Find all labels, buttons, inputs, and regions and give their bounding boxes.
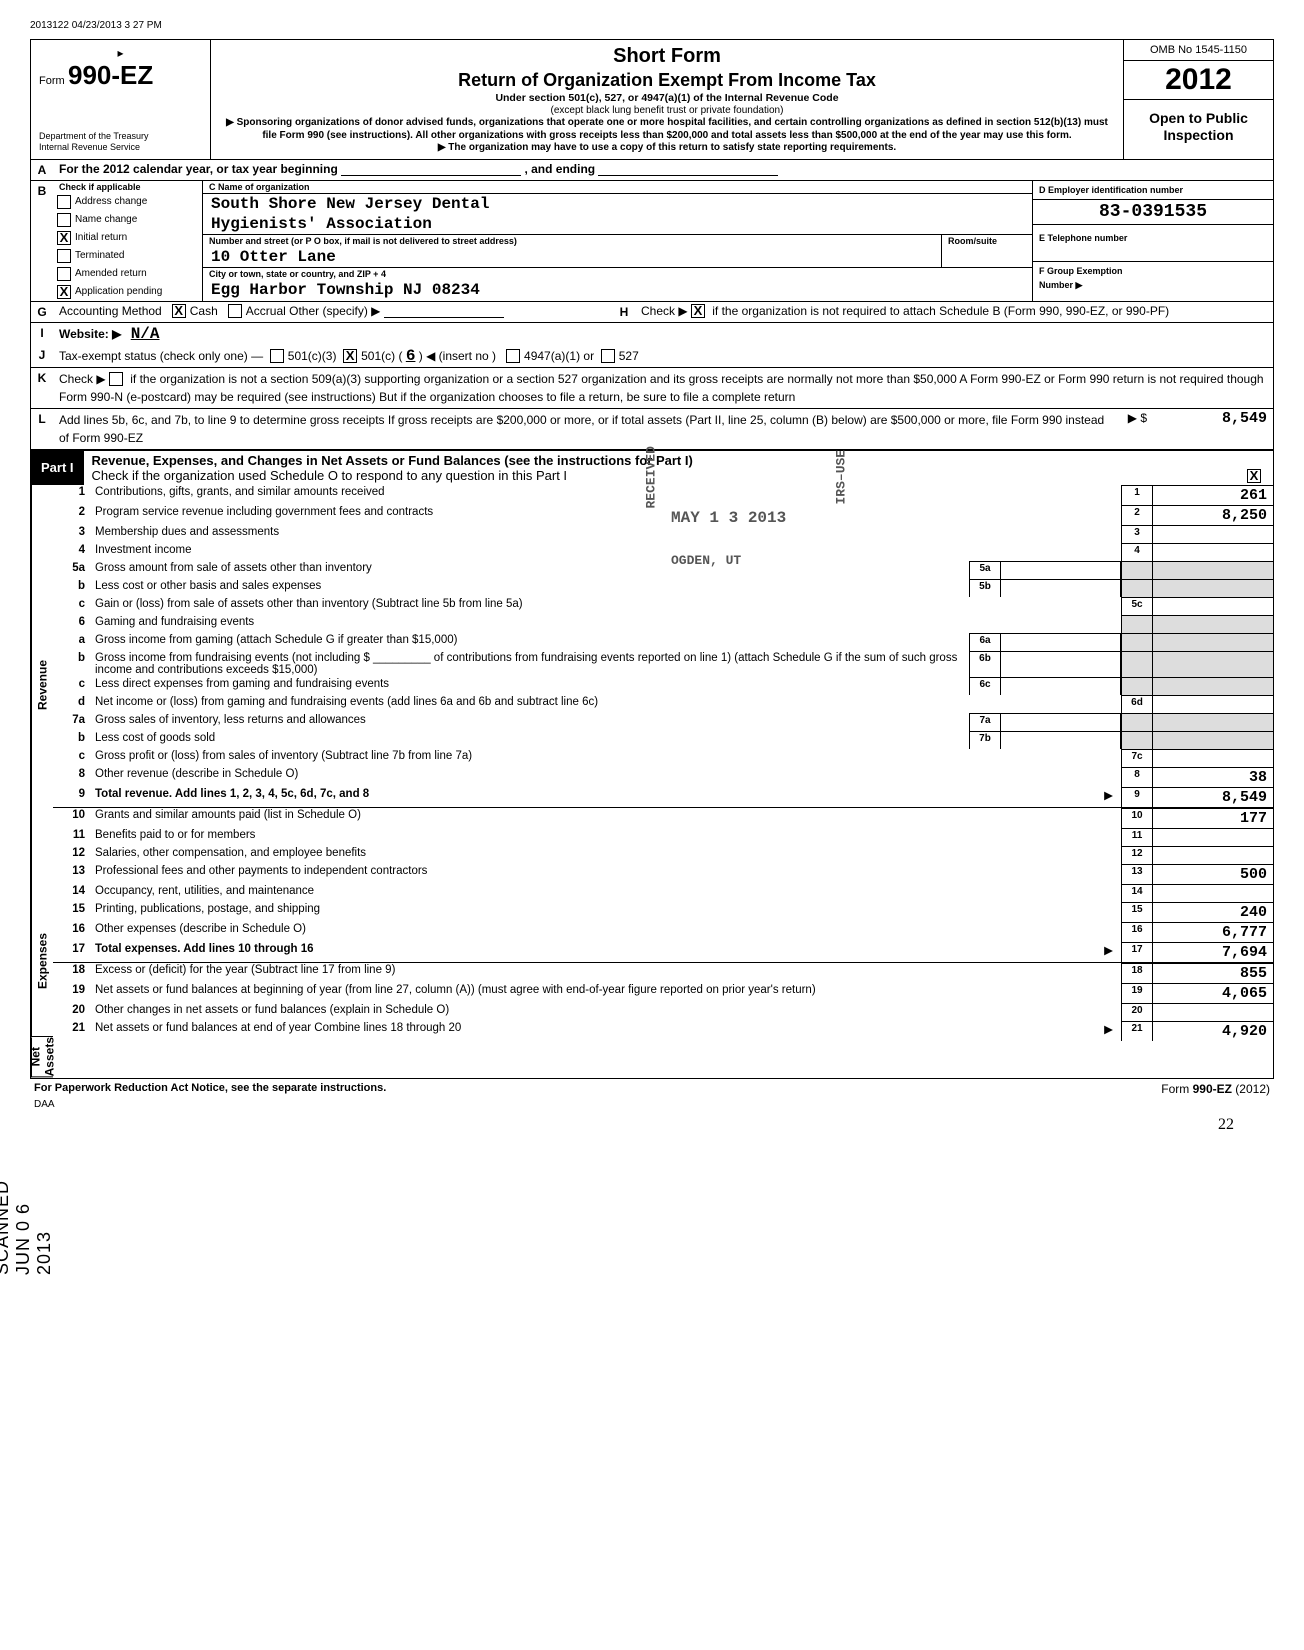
org-name-2: Hygienists' Association (203, 214, 1032, 235)
under-section: Under section 501(c), 527, or 4947(a)(1)… (221, 92, 1113, 105)
line-7a: 7aGross sales of inventory, less returns… (53, 713, 1273, 731)
form-number: 990-EZ (68, 60, 153, 90)
row-A: For the 2012 calendar year, or tax year … (53, 160, 1273, 180)
line-6c: cLess direct expenses from gaming and fu… (53, 677, 1273, 695)
line-15: 15Printing, publications, postage, and s… (53, 902, 1273, 922)
L-gross-receipts: 8,549 (1153, 409, 1273, 449)
line-6a: aGross income from gaming (attach Schedu… (53, 633, 1273, 651)
website: Website: ▶ N/A (53, 323, 1273, 345)
line-14: 14Occupancy, rent, utilities, and mainte… (53, 884, 1273, 902)
line-17: 17Total expenses. Add lines 10 through 1… (53, 942, 1273, 963)
check-initial-return[interactable]: XInitial return (53, 229, 202, 247)
line-21: 21Net assets or fund balances at end of … (53, 1021, 1273, 1041)
row-K: Check ▶ if the organization is not a sec… (53, 368, 1273, 408)
line-3: 3Membership dues and assessments3 (53, 525, 1273, 543)
check-501c3[interactable] (270, 349, 284, 363)
part-1-body: Revenue Expenses Net Assets 1Contributio… (31, 485, 1273, 1077)
line-1: 1Contributions, gifts, grants, and simil… (53, 485, 1273, 505)
open-public: Open to Public Inspection (1124, 100, 1273, 154)
scanned-stamp: SCANNED JUN 0 6 2013 (0, 1180, 55, 1275)
ein-value: 83-0391535 (1033, 200, 1273, 225)
line-11: 11Benefits paid to or for members11 (53, 828, 1273, 846)
row-L: Add lines 5b, 6c, and 7b, to line 9 to d… (53, 409, 1113, 449)
dept-treasury: Department of the Treasury (39, 131, 202, 142)
check-501c[interactable]: X (343, 349, 357, 363)
row-A-letter: A (31, 160, 53, 180)
tax-year: 2012 (1124, 61, 1273, 100)
paperwork-notice: For Paperwork Reduction Act Notice, see … (34, 1082, 386, 1096)
form-990ez: ▸ Form 990-EZ Department of the Treasury… (30, 39, 1274, 1079)
line-9: 9Total revenue. Add lines 1, 2, 3, 4, 5c… (53, 787, 1273, 808)
group-exemption-label: F Group Exemption (1033, 262, 1273, 280)
org-name-label: C Name of organization (203, 181, 1032, 194)
check-terminated[interactable]: Terminated (53, 247, 202, 265)
line-2: 2Program service revenue including gover… (53, 505, 1273, 525)
line-8: 8Other revenue (describe in Schedule O)8… (53, 767, 1273, 787)
line-5c: cGain or (loss) from sale of assets othe… (53, 597, 1273, 615)
line-16: 16Other expenses (describe in Schedule O… (53, 922, 1273, 942)
form-header: ▸ Form 990-EZ Department of the Treasury… (31, 40, 1273, 160)
short-form-title: Short Form (221, 44, 1113, 69)
tax-exempt-status: Tax-exempt status (check only one) — 501… (53, 345, 1273, 367)
form-label: Form (39, 75, 65, 87)
daa: DAA (30, 1099, 1274, 1110)
addr-label: Number and street (or P O box, if mail i… (203, 235, 941, 247)
phone-label: E Telephone number (1033, 225, 1273, 262)
check-cash[interactable]: X (172, 304, 186, 318)
omb-number: OMB No 1545-1150 (1124, 40, 1273, 61)
line-13: 13Professional fees and other payments t… (53, 864, 1273, 884)
line-10: 10Grants and similar amounts paid (list … (53, 808, 1273, 828)
check-address-change[interactable]: Address change (53, 193, 202, 211)
line-7c: cGross profit or (loss) from sales of in… (53, 749, 1273, 767)
footer: For Paperwork Reduction Act Notice, see … (30, 1079, 1274, 1099)
line-18: 18Excess or (deficit) for the year (Subt… (53, 963, 1273, 983)
L-arrow: ▶ $ (1113, 409, 1153, 449)
check-app-pending[interactable]: XApplication pending (53, 283, 202, 301)
part-1-header: Part I Revenue, Expenses, and Changes in… (31, 450, 1273, 486)
line-19: 19Net assets or fund balances at beginni… (53, 983, 1273, 1003)
check-accrual[interactable] (228, 304, 242, 318)
line-20: 20Other changes in net assets or fund ba… (53, 1003, 1273, 1021)
line-12: 12Salaries, other compensation, and empl… (53, 846, 1273, 864)
line-4: 4Investment income4 (53, 543, 1273, 561)
line-6: 6Gaming and fundraising events (53, 615, 1273, 633)
check-schedule-o[interactable]: X (1247, 469, 1261, 483)
line-7b: bLess cost of goods sold7b (53, 731, 1273, 749)
page-handwritten: 22 (30, 1116, 1274, 1134)
check-K[interactable] (109, 372, 123, 386)
copy-note: ▶ The organization may have to use a cop… (221, 142, 1113, 155)
city-state-zip: Egg Harbor Township NJ 08234 (203, 280, 1032, 300)
except-note: (except black lung benefit trust or priv… (221, 105, 1113, 118)
print-timestamp: 2013122 04/23/2013 3 27 PM (30, 20, 1274, 31)
accounting-method: Accounting Method XCash Accrual Other (s… (53, 302, 613, 322)
return-title: Return of Organization Exempt From Incom… (221, 69, 1113, 92)
check-4947[interactable] (506, 349, 520, 363)
check-amended[interactable]: Amended return (53, 265, 202, 283)
check-name-change[interactable]: Name change (53, 211, 202, 229)
group-exemption-num: Number ▶ (1033, 280, 1273, 295)
line-5b: bLess cost or other basis and sales expe… (53, 579, 1273, 597)
city-label: City or town, state or country, and ZIP … (203, 268, 1032, 280)
side-net-assets: Net Assets (31, 1037, 53, 1077)
line-6d: dNet income or (loss) from gaming and fu… (53, 695, 1273, 713)
check-527[interactable] (601, 349, 615, 363)
org-name-1: South Shore New Jersey Dental (203, 194, 1032, 214)
street-address: 10 Otter Lane (203, 247, 941, 267)
row-H: Check ▶ X if the organization is not req… (635, 302, 1273, 322)
ein-label: D Employer identification number (1033, 181, 1273, 200)
dept-irs: Internal Revenue Service (39, 142, 202, 153)
entity-block: B Check if applicable Address change Nam… (31, 181, 1273, 302)
sponsor-note: ▶ Sponsoring organizations of donor advi… (221, 117, 1113, 142)
room-label: Room/suite (942, 235, 1032, 247)
side-expenses: Expenses (31, 885, 53, 1037)
check-schedule-b[interactable]: X (691, 304, 705, 318)
line-5a: 5aGross amount from sale of assets other… (53, 561, 1273, 579)
check-if-applicable: Check if applicable (53, 181, 202, 193)
line-6b: bGross income from fundraising events (n… (53, 651, 1273, 677)
form-id-footer: Form 990-EZ (2012) (1161, 1082, 1270, 1096)
side-revenue: Revenue (31, 485, 53, 885)
